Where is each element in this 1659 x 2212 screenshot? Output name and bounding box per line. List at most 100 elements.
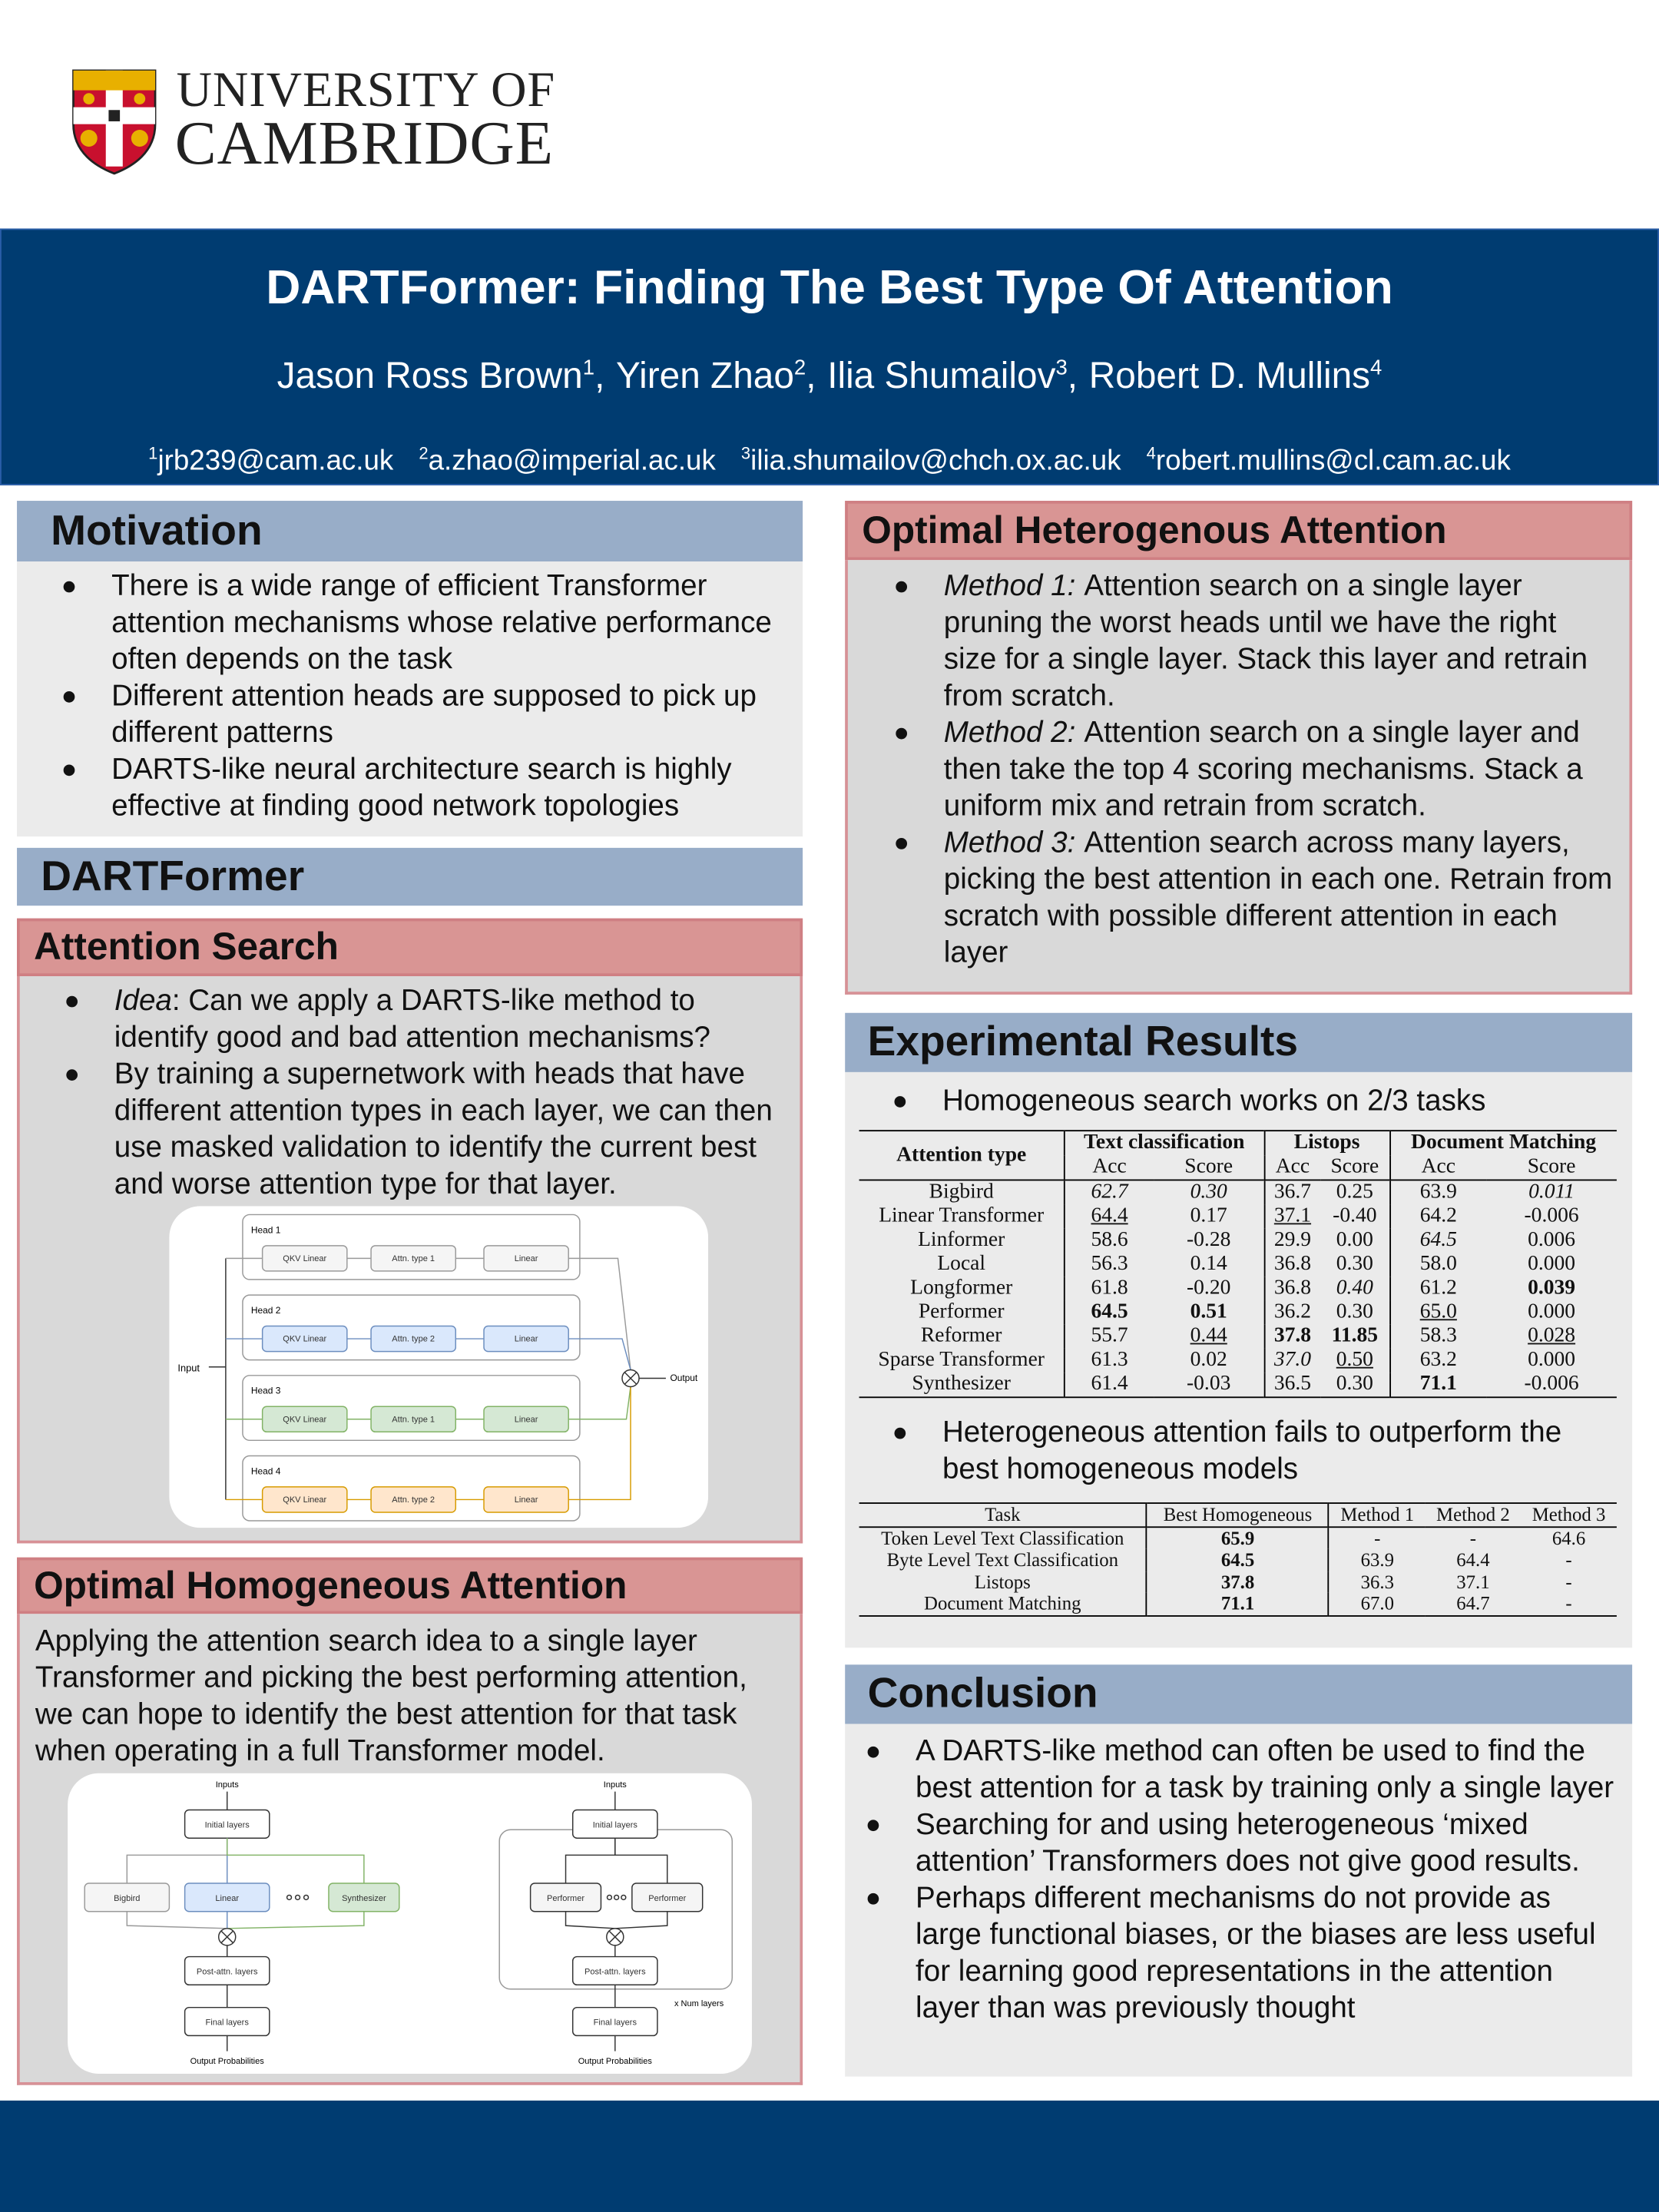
table-row: Linear Transformer 64.4 0.17 37.1 -0.40 64.2 -… [859, 1204, 1617, 1229]
connector [565, 1911, 615, 1929]
table-cell: 61.3 [1063, 1348, 1154, 1373]
block-label: Attn. type 1 [392, 1415, 435, 1424]
author-name: Jason Ross Brown [276, 353, 583, 396]
table-cell: - [1328, 1526, 1426, 1549]
subheader: Acc [1263, 1155, 1321, 1181]
connector [568, 1386, 631, 1501]
column-header: Method 3 [1532, 1503, 1606, 1525]
results-table: Attention type Text classification Listops… [859, 1130, 1617, 1399]
email: 1jrb239@cam.ac.uk [148, 443, 393, 476]
block-label: Linear [515, 1335, 538, 1344]
diagram-label: Output [670, 1373, 697, 1383]
table-cell: 71.1 [1146, 1592, 1330, 1616]
block-label: Linear [515, 1254, 538, 1263]
diagram-label: Inputs [216, 1780, 240, 1790]
table-cell: 61.8 [1063, 1277, 1154, 1301]
column-header: Method 2 [1436, 1503, 1510, 1525]
block-label: Linear [515, 1415, 538, 1424]
table-cell: 64.5 [1389, 1228, 1487, 1253]
row-label: Longformer [910, 1277, 1013, 1300]
row-label: Sparse Transformer [878, 1348, 1045, 1372]
connector [126, 1838, 228, 1884]
diagram-label: x Num layers [674, 1999, 724, 2008]
author-name: Ilia Shumailov [827, 353, 1056, 396]
table-cell: 0.51 [1190, 1300, 1227, 1323]
table-cell: 58.3 [1389, 1324, 1487, 1349]
table-row: Linformer 58.6 -0.28 29.9 0.00 64.5 0.006 [859, 1228, 1617, 1253]
head-label: Head 3 [251, 1386, 281, 1396]
separator: , [806, 353, 816, 396]
bullet-lead: Method 1: [943, 570, 1076, 603]
table-cell: 65.0 [1389, 1300, 1487, 1325]
table-cell: 0.25 [1336, 1181, 1373, 1204]
table-cell: -0.03 [1186, 1373, 1231, 1396]
block [529, 1883, 602, 1912]
bullet-text: : Can we apply a DARTS-like method to id… [114, 985, 711, 1055]
table-cell: 0.028 [1528, 1324, 1576, 1348]
table-cell: 61.4 [1063, 1373, 1154, 1398]
email-list: 1jrb239@cam.ac.uk 2a.zhao@imperial.ac.uk 3… [0, 433, 1659, 481]
institution-line-2: CAMBRIDGE [174, 108, 554, 178]
bullet-lead: Method 3: [943, 826, 1076, 859]
ellipsis-dot [606, 1894, 613, 1901]
table-cell: 37.1 [1456, 1571, 1490, 1592]
section-heading: Motivation [17, 501, 803, 562]
table-row: Reformer 55.7 0.44 37.8 11.85 58.3 0.028 [859, 1324, 1617, 1349]
connector [568, 1257, 631, 1370]
row-label: Linformer [918, 1228, 1005, 1252]
bullet: Heterogeneous attention fails to outperf… [894, 1415, 1618, 1488]
block-label: Linear [215, 1894, 239, 1903]
homogeneous-diagram: Inputs Initial layers Bigbird Linear Synthes… [68, 1773, 752, 2075]
ellipsis-dot [613, 1894, 620, 1901]
subheader: Acc [1389, 1155, 1487, 1181]
table-row: Token Level Text Classification 65.9- -64.… [859, 1526, 1617, 1549]
table-cell: 58.0 [1389, 1253, 1487, 1277]
header-row: Task Best Homogeneous Method 1 Method 2 Meth… [859, 1503, 1617, 1527]
affiliation-mark: 4 [1370, 355, 1382, 380]
block [571, 1955, 658, 1986]
table-cell: 36.8 [1263, 1277, 1321, 1301]
subheader: Score [1184, 1155, 1233, 1178]
table-cell: 0.40 [1336, 1277, 1373, 1300]
table-cell: -0.28 [1186, 1228, 1231, 1252]
table-cell: 36.2 [1263, 1300, 1321, 1325]
diagram-label: Output Probabilities [578, 2057, 653, 2066]
bullet: Different attention heads are supposed t… [63, 678, 789, 752]
section-heading: DARTFormer [17, 847, 803, 906]
block-label: Attn. type 2 [392, 1495, 435, 1505]
subheader: Acc [1063, 1155, 1154, 1181]
section-heading: Optimal Heterogenous Attention [845, 501, 1633, 561]
table-cell: 11.85 [1331, 1324, 1379, 1348]
head-label: Head 4 [251, 1465, 281, 1476]
email: 2a.zhao@imperial.ac.uk [419, 443, 715, 476]
block [571, 1809, 658, 1839]
row-label: Local [937, 1253, 986, 1276]
block [631, 1883, 704, 1912]
heterogeneous-table: Task Best Homogeneous Method 1 Method 2 Meth… [859, 1502, 1617, 1616]
bullet-text: Attention search on a single layer pruni… [943, 570, 1588, 713]
table-cell: 58.6 [1063, 1228, 1154, 1253]
table-row: Bigbird 62.7 0.30 36.7 0.25 63.9 0.011 [859, 1180, 1617, 1205]
email: 4robert.mullins@cl.cam.ac.uk [1147, 443, 1511, 476]
diagram-label: Input [177, 1362, 200, 1373]
combine-cross [608, 1930, 621, 1943]
block-label: QKV Linear [283, 1415, 326, 1424]
block-label: Final layers [206, 2018, 250, 2028]
table-cell: 0.02 [1190, 1348, 1227, 1372]
header-row: Attention type Text classification Listops… [859, 1131, 1617, 1166]
table-cell: 63.2 [1389, 1348, 1487, 1373]
table-cell: 0.50 [1336, 1348, 1373, 1372]
section-body: A DARTS-like method can often be used to… [845, 1724, 1633, 2077]
bullet-list: Idea: Can we apply a DARTS-like method t… [66, 983, 786, 1204]
table-cell: 56.3 [1063, 1253, 1154, 1277]
table-cell: 0.011 [1528, 1181, 1575, 1204]
university-crest [72, 69, 157, 175]
bullet-lead: Method 2: [943, 717, 1076, 750]
author: Jason Ross Brown1, [277, 353, 605, 396]
table-cell: 64.4 [1063, 1204, 1154, 1229]
table-cell: -0.40 [1333, 1204, 1377, 1227]
email-address: ilia.shumailov@chch.ox.ac.uk [750, 445, 1121, 477]
section-body: Method 1: Attention search on a single la… [845, 560, 1633, 995]
head-label: Head 1 [251, 1224, 281, 1235]
